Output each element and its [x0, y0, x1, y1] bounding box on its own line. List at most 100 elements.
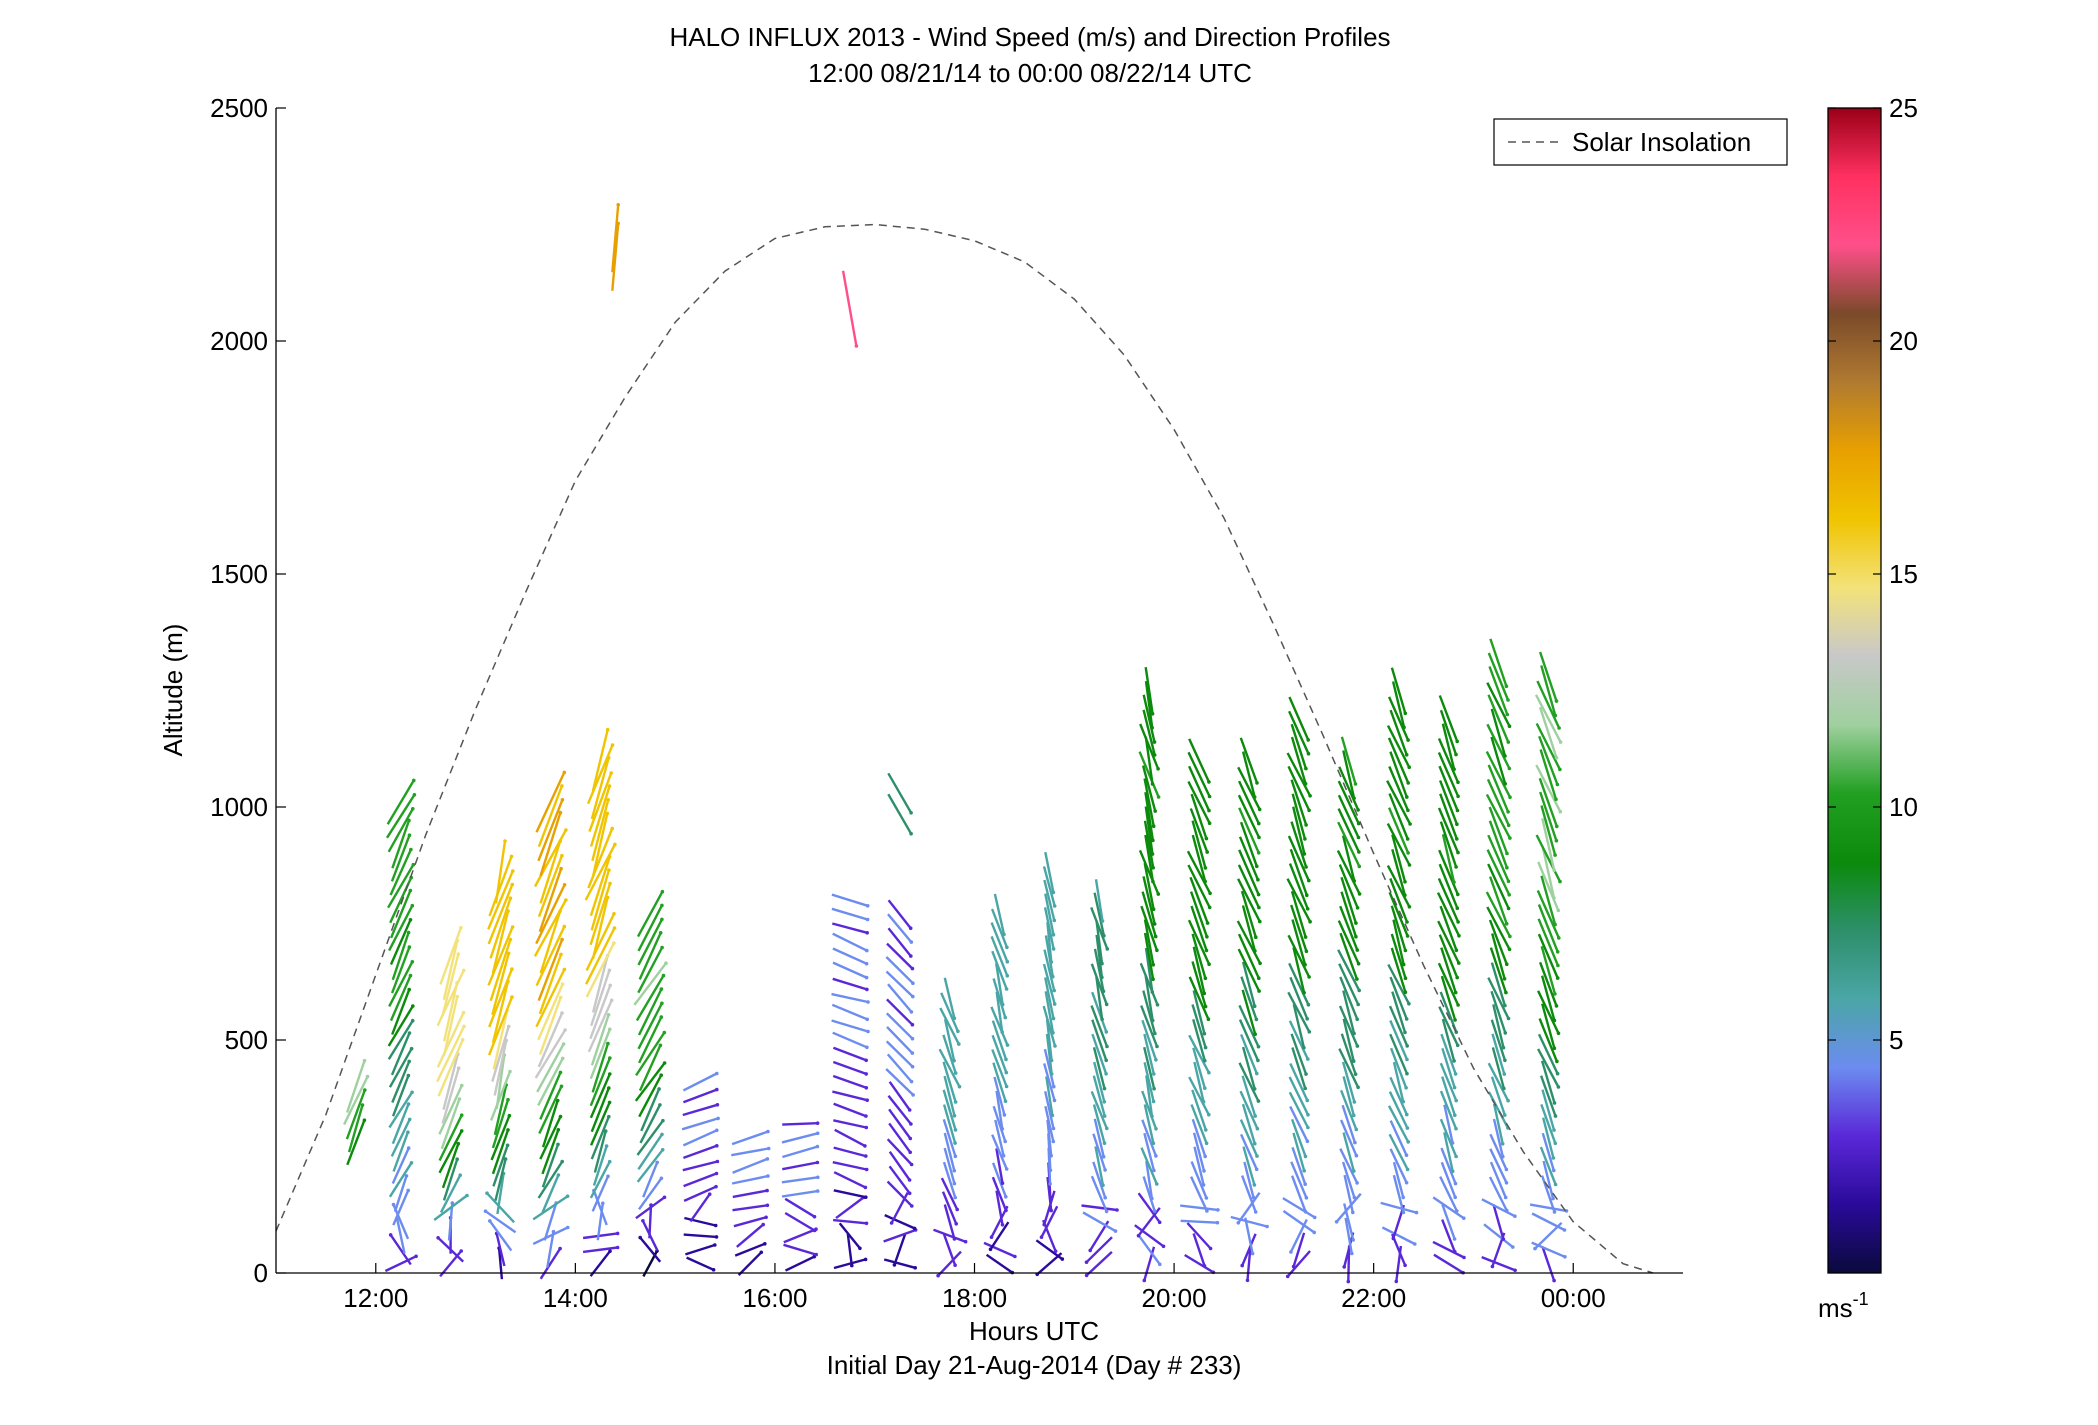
wind-vector [1388, 696, 1410, 741]
wind-vector-head [864, 1167, 869, 1172]
wind-vector [942, 1104, 957, 1144]
wind-vector [534, 1029, 567, 1079]
wind-vector [1531, 1212, 1566, 1232]
wind-vector [1043, 1190, 1056, 1225]
wind-vector-head [952, 1168, 957, 1173]
wind-vector [1540, 875, 1557, 925]
wind-vector-head [1414, 1210, 1419, 1215]
wind-vector [1046, 922, 1053, 963]
wind-vector [887, 793, 913, 835]
wind-vector-head [1554, 1004, 1559, 1008]
wind-vector [943, 1019, 956, 1061]
wind-vector [1143, 932, 1155, 980]
wind-vector-head [1556, 908, 1561, 913]
wind-vector [535, 968, 566, 1028]
wind-vector [1193, 1146, 1205, 1186]
wind-vector-head [1003, 1139, 1007, 1144]
wind-vector-head [1455, 808, 1460, 813]
wind-vector-head [766, 1174, 770, 1178]
wind-vector [1184, 1253, 1215, 1274]
wind-vector [1389, 1148, 1408, 1184]
wind-vector [1244, 1217, 1254, 1254]
wind-vector-head [909, 1010, 914, 1014]
wind-vector-head [507, 1113, 512, 1118]
wind-vector-head [1404, 1086, 1408, 1090]
wind-vector [887, 1095, 912, 1125]
wind-vector-head [1256, 851, 1261, 855]
wind-vector-head [1052, 1002, 1057, 1006]
wind-vector [1440, 975, 1457, 1021]
wind-vector-head [1355, 977, 1359, 981]
wind-vector-head [1013, 1254, 1017, 1259]
wind-vector-head [1403, 948, 1408, 953]
wind-vector-head [1404, 1153, 1409, 1157]
wind-vector [1387, 1105, 1410, 1143]
wind-vector [990, 935, 1009, 977]
wind-vector [833, 1189, 867, 1199]
wind-vector [639, 1104, 661, 1144]
wind-vector-head [1553, 1141, 1558, 1146]
wind-vector-head [409, 847, 413, 852]
wind-vector [1093, 948, 1105, 992]
wind-vector [1536, 890, 1560, 939]
wind-vector [993, 1076, 1006, 1116]
wind-vector [1341, 1104, 1357, 1143]
wind-vector-head [1254, 1017, 1259, 1022]
wind-vector [831, 1019, 869, 1033]
wind-vector-head [910, 1064, 915, 1069]
wind-vector [1337, 794, 1360, 839]
wind-vector-head [766, 1129, 770, 1134]
wind-vector [985, 1253, 1013, 1274]
wind-vector-head [406, 1073, 411, 1078]
wind-vector-head [612, 926, 617, 930]
wind-vector [1337, 920, 1360, 965]
wind-vector [983, 1241, 1016, 1258]
wind-vector [1441, 1204, 1456, 1240]
wind-vector [1139, 723, 1160, 770]
wind-vector-head [864, 1072, 868, 1076]
wind-vector-head [612, 941, 616, 945]
wind-vector [1192, 1047, 1206, 1089]
wind-vector-head [1305, 1098, 1310, 1103]
wind-vector [391, 1147, 410, 1184]
wind-vector [1437, 962, 1460, 1006]
wind-vector [388, 961, 414, 1007]
wind-vector [991, 1134, 1008, 1170]
wind-vector-head [1053, 1044, 1057, 1048]
wind-vector-head [1506, 906, 1511, 911]
wind-vector-head [1455, 837, 1459, 841]
wind-vector [833, 1102, 867, 1118]
wind-vector-head [560, 784, 564, 788]
wind-vector-head [865, 904, 870, 908]
wind-vector [1441, 1047, 1456, 1088]
wind-vector-head [1555, 1059, 1559, 1064]
wind-vector-head [1553, 853, 1557, 857]
wind-vector-head [560, 982, 565, 986]
wind-vector [1341, 1061, 1356, 1103]
wind-vector [438, 1130, 463, 1174]
wind-vector-head [1357, 850, 1361, 854]
wind-vector-head [1355, 948, 1360, 952]
wind-vector-head [488, 1219, 492, 1223]
wind-vector-head [1115, 1208, 1119, 1212]
wind-vector-head [610, 743, 615, 747]
wind-vector [734, 1242, 766, 1257]
wind-vector-head [1556, 963, 1560, 968]
wind-vector [831, 893, 869, 907]
wind-vector-head [407, 945, 412, 949]
wind-vector-head [1291, 1264, 1296, 1269]
wind-vector-head [1304, 1196, 1309, 1200]
wind-vector-head [1049, 1058, 1054, 1063]
wind-vector [533, 899, 567, 957]
wind-vector-head [1453, 1018, 1457, 1022]
wind-vector [537, 983, 564, 1041]
wind-vector-head [615, 1231, 620, 1236]
wind-vector [1291, 793, 1307, 840]
wind-vector [1093, 1061, 1106, 1103]
wind-vector [1288, 962, 1310, 1006]
wind-vector-head [1204, 1128, 1208, 1132]
wind-vector [640, 1088, 661, 1132]
wind-vector-head [1306, 1125, 1310, 1130]
wind-vector [1441, 1018, 1456, 1062]
wind-vector-head [911, 981, 915, 985]
